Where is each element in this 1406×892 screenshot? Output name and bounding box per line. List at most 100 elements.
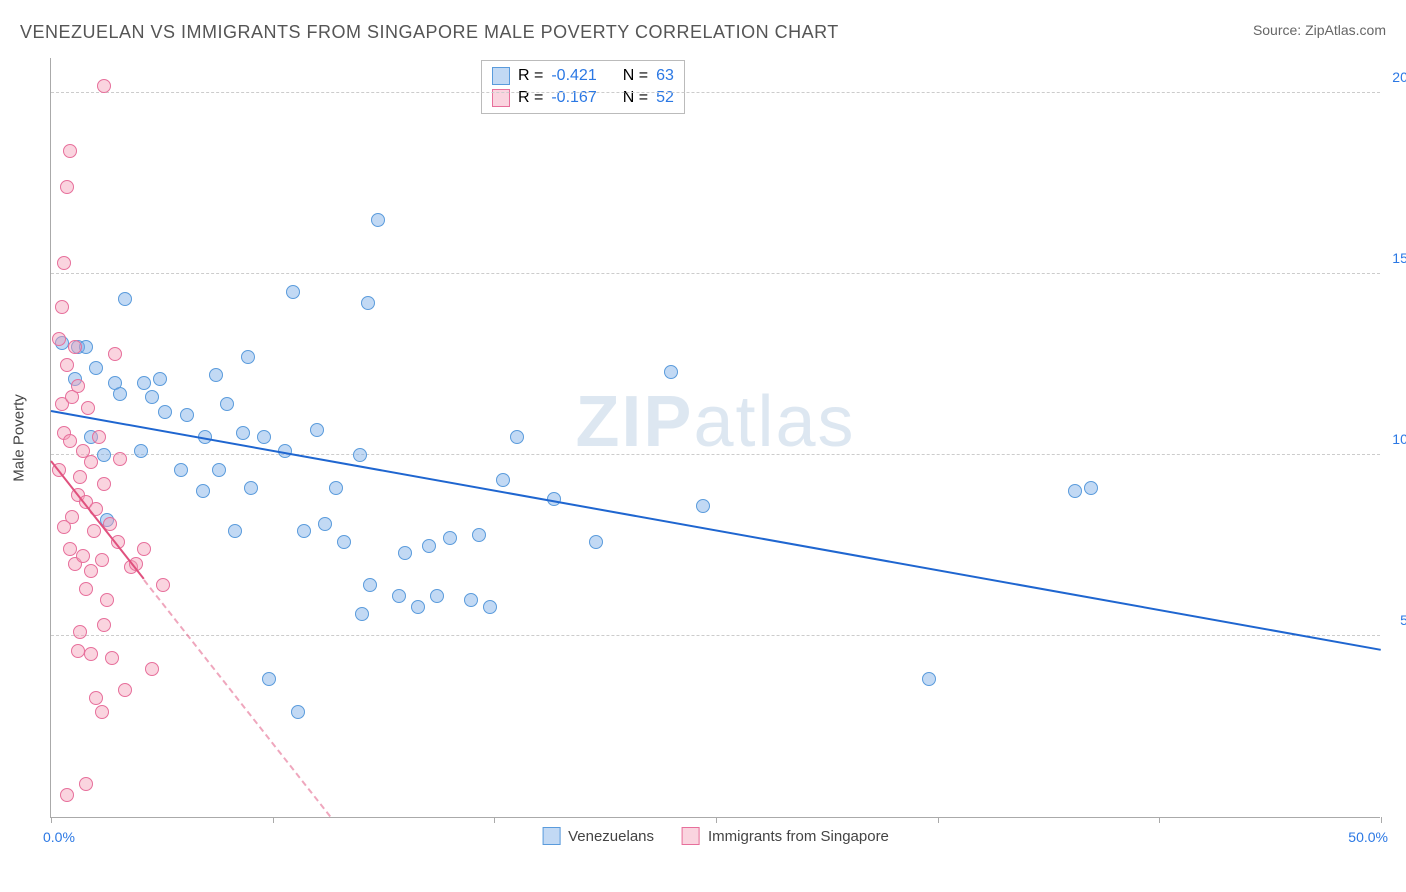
- data-point-series-1: [84, 564, 98, 578]
- data-point-series-1: [89, 691, 103, 705]
- legend-item-0: Venezuelans: [542, 827, 654, 845]
- data-point-series-0: [174, 463, 188, 477]
- data-point-series-0: [153, 372, 167, 386]
- x-axis-min-label: 0.0%: [43, 829, 75, 845]
- data-point-series-1: [97, 618, 111, 632]
- data-point-series-1: [105, 651, 119, 665]
- data-point-series-1: [156, 578, 170, 592]
- x-tick: [716, 817, 717, 823]
- data-point-series-0: [286, 285, 300, 299]
- data-point-series-0: [664, 365, 678, 379]
- data-point-series-1: [87, 524, 101, 538]
- legend-label-0: Venezuelans: [568, 828, 654, 845]
- data-point-series-0: [180, 408, 194, 422]
- data-point-series-0: [430, 589, 444, 603]
- data-point-series-1: [73, 470, 87, 484]
- stats-row-series-0: R = -0.421 N = 63: [492, 65, 674, 87]
- legend-item-1: Immigrants from Singapore: [682, 827, 889, 845]
- data-point-series-0: [392, 589, 406, 603]
- data-point-series-1: [60, 788, 74, 802]
- data-point-series-0: [134, 444, 148, 458]
- data-point-series-1: [97, 477, 111, 491]
- data-point-series-0: [89, 361, 103, 375]
- data-point-series-0: [922, 672, 936, 686]
- x-tick: [938, 817, 939, 823]
- data-point-series-0: [257, 430, 271, 444]
- data-point-series-1: [79, 777, 93, 791]
- data-point-series-1: [71, 379, 85, 393]
- stats-r-label: R =: [518, 67, 543, 85]
- legend-swatch-1: [682, 827, 700, 845]
- data-point-series-0: [244, 481, 258, 495]
- data-point-series-0: [228, 524, 242, 538]
- data-point-series-1: [68, 340, 82, 354]
- x-tick: [1381, 817, 1382, 823]
- data-point-series-0: [220, 397, 234, 411]
- y-tick-label: 20.0%: [1392, 69, 1406, 85]
- correlation-stats-box: R = -0.421 N = 63 R = -0.167 N = 52: [481, 60, 685, 114]
- data-point-series-1: [84, 455, 98, 469]
- gridline-h: [51, 454, 1380, 455]
- data-point-series-0: [212, 463, 226, 477]
- data-point-series-1: [63, 434, 77, 448]
- data-point-series-0: [363, 578, 377, 592]
- data-point-series-0: [209, 368, 223, 382]
- x-tick: [1159, 817, 1160, 823]
- y-tick-label: 5.0%: [1400, 612, 1406, 628]
- data-point-series-1: [73, 625, 87, 639]
- plot-area: Male Poverty ZIPatlas R = -0.421 N = 63 …: [50, 58, 1380, 818]
- data-point-series-1: [76, 549, 90, 563]
- gridline-h: [51, 635, 1380, 636]
- source-label: Source: ZipAtlas.com: [1253, 22, 1386, 38]
- gridline-h: [51, 92, 1380, 93]
- y-tick-label: 10.0%: [1392, 431, 1406, 447]
- data-point-series-1: [60, 180, 74, 194]
- data-point-series-1: [79, 582, 93, 596]
- data-point-series-0: [137, 376, 151, 390]
- data-point-series-0: [371, 213, 385, 227]
- x-tick: [494, 817, 495, 823]
- data-point-series-0: [1068, 484, 1082, 498]
- data-point-series-0: [236, 426, 250, 440]
- data-point-series-0: [353, 448, 367, 462]
- data-point-series-0: [422, 539, 436, 553]
- data-point-series-0: [589, 535, 603, 549]
- data-point-series-0: [411, 600, 425, 614]
- legend-swatch-0: [542, 827, 560, 845]
- trendline-series-0: [51, 410, 1381, 651]
- legend-label-1: Immigrants from Singapore: [708, 828, 889, 845]
- data-point-series-1: [71, 644, 85, 658]
- y-tick-label: 15.0%: [1392, 250, 1406, 266]
- stats-n-value-0: 63: [656, 67, 674, 85]
- data-point-series-0: [443, 531, 457, 545]
- data-point-series-0: [310, 423, 324, 437]
- data-point-series-0: [1084, 481, 1098, 495]
- x-axis-max-label: 50.0%: [1348, 829, 1388, 845]
- data-point-series-0: [398, 546, 412, 560]
- data-point-series-0: [496, 473, 510, 487]
- data-point-series-1: [55, 300, 69, 314]
- chart-title: VENEZUELAN VS IMMIGRANTS FROM SINGAPORE …: [20, 22, 839, 43]
- data-point-series-1: [63, 144, 77, 158]
- data-point-series-1: [118, 683, 132, 697]
- data-point-series-0: [158, 405, 172, 419]
- data-point-series-1: [57, 256, 71, 270]
- data-point-series-1: [95, 705, 109, 719]
- data-point-series-1: [52, 332, 66, 346]
- x-tick: [51, 817, 52, 823]
- data-point-series-0: [196, 484, 210, 498]
- data-point-series-0: [329, 481, 343, 495]
- stats-r-value-0: -0.421: [551, 67, 596, 85]
- data-point-series-1: [65, 510, 79, 524]
- data-point-series-0: [113, 387, 127, 401]
- data-point-series-0: [241, 350, 255, 364]
- data-point-series-0: [337, 535, 351, 549]
- data-point-series-0: [355, 607, 369, 621]
- data-point-series-0: [291, 705, 305, 719]
- data-point-series-1: [137, 542, 151, 556]
- stats-row-series-1: R = -0.167 N = 52: [492, 87, 674, 109]
- data-point-series-0: [696, 499, 710, 513]
- legend: Venezuelans Immigrants from Singapore: [542, 827, 889, 845]
- data-point-series-0: [361, 296, 375, 310]
- data-point-series-0: [118, 292, 132, 306]
